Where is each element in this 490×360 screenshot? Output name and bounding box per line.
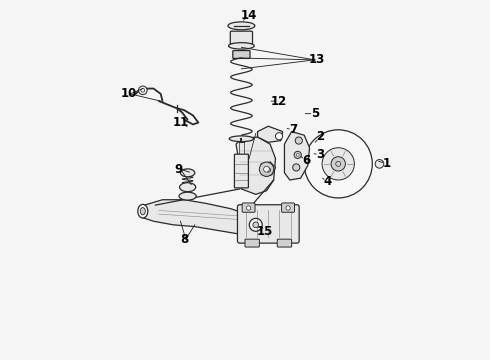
Text: 3: 3: [316, 148, 324, 161]
Text: 12: 12: [271, 95, 287, 108]
Polygon shape: [236, 137, 275, 194]
Text: 6: 6: [302, 154, 310, 167]
Circle shape: [141, 89, 145, 92]
Text: 4: 4: [323, 175, 332, 188]
Text: 15: 15: [257, 225, 273, 238]
Circle shape: [331, 157, 345, 171]
Polygon shape: [285, 132, 310, 180]
FancyBboxPatch shape: [242, 203, 255, 212]
Text: 14: 14: [241, 9, 257, 22]
Circle shape: [266, 168, 270, 172]
Circle shape: [304, 130, 372, 198]
Circle shape: [296, 153, 299, 156]
FancyBboxPatch shape: [233, 50, 250, 58]
Circle shape: [293, 164, 300, 171]
Text: 11: 11: [172, 116, 189, 129]
Circle shape: [294, 151, 301, 158]
Circle shape: [139, 86, 147, 95]
Ellipse shape: [179, 192, 196, 200]
Circle shape: [249, 219, 262, 231]
Text: 2: 2: [316, 130, 324, 144]
Text: 9: 9: [174, 163, 183, 176]
Ellipse shape: [138, 204, 148, 218]
Circle shape: [286, 206, 290, 210]
Ellipse shape: [180, 169, 195, 177]
Ellipse shape: [140, 208, 146, 215]
Ellipse shape: [228, 22, 255, 30]
Circle shape: [322, 148, 354, 180]
Circle shape: [264, 166, 270, 172]
Polygon shape: [258, 126, 283, 142]
Polygon shape: [261, 162, 275, 176]
Ellipse shape: [179, 183, 196, 192]
FancyBboxPatch shape: [234, 154, 248, 188]
Polygon shape: [139, 200, 259, 234]
Circle shape: [259, 162, 274, 176]
Text: 10: 10: [121, 87, 137, 100]
Circle shape: [246, 206, 251, 210]
Text: 1: 1: [383, 157, 391, 170]
FancyBboxPatch shape: [238, 205, 299, 243]
Circle shape: [375, 159, 384, 168]
Circle shape: [336, 161, 341, 166]
Ellipse shape: [228, 42, 254, 49]
FancyBboxPatch shape: [282, 203, 294, 212]
FancyBboxPatch shape: [245, 239, 259, 247]
Text: 5: 5: [311, 107, 319, 120]
Text: 7: 7: [290, 123, 297, 136]
Text: 8: 8: [180, 233, 188, 246]
Circle shape: [275, 133, 283, 140]
FancyBboxPatch shape: [230, 31, 252, 44]
Circle shape: [253, 222, 259, 228]
Ellipse shape: [229, 136, 254, 141]
FancyBboxPatch shape: [277, 239, 292, 247]
Circle shape: [295, 137, 302, 144]
Text: 13: 13: [309, 53, 325, 66]
